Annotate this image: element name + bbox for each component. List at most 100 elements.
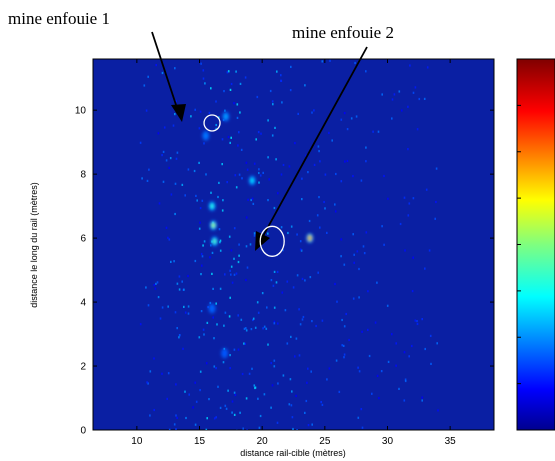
- speckle-point: [222, 199, 224, 202]
- speckle-point: [215, 367, 217, 370]
- speckle-point: [298, 308, 300, 311]
- speckle-point: [228, 235, 231, 238]
- speckle-point: [219, 241, 221, 244]
- speckle-point: [246, 429, 248, 430]
- speckle-point: [315, 324, 317, 328]
- speckle-point: [267, 343, 269, 346]
- speckle-point: [235, 186, 238, 189]
- speckle-point: [230, 273, 232, 276]
- y-tick-label: 8: [80, 170, 86, 181]
- speckle-point: [161, 71, 164, 75]
- speckle-point: [209, 256, 211, 259]
- speckle-point: [224, 404, 227, 407]
- speckle-point: [307, 171, 309, 174]
- x-tick-label: 15: [194, 436, 206, 447]
- speckle-point: [226, 181, 228, 184]
- speckle-point: [320, 401, 322, 404]
- speckle-point: [217, 385, 219, 388]
- speckle-point: [267, 119, 269, 122]
- speckle-noise-layer: [139, 59, 439, 430]
- hotspot-mark: [306, 233, 314, 244]
- speckle-point: [425, 188, 428, 191]
- annotation-mine-1: mine enfouie 1: [8, 9, 186, 122]
- speckle-point: [306, 381, 308, 384]
- speckle-point: [219, 406, 222, 409]
- speckle-point: [215, 127, 217, 130]
- speckle-point: [270, 279, 273, 282]
- speckle-point: [409, 64, 411, 67]
- speckle-point: [149, 414, 151, 417]
- speckle-point: [316, 214, 319, 217]
- speckle-point: [208, 111, 211, 114]
- speckle-point: [156, 281, 159, 284]
- speckle-point: [280, 74, 282, 77]
- speckle-point: [218, 116, 220, 119]
- speckle-point: [175, 383, 177, 386]
- speckle-point: [276, 270, 279, 273]
- speckle-point: [391, 117, 393, 120]
- speckle-point: [187, 168, 190, 171]
- speckle-point: [357, 366, 359, 369]
- speckle-point: [304, 411, 306, 414]
- speckle-point: [297, 112, 299, 115]
- speckle-point: [381, 225, 383, 228]
- speckle-point: [307, 424, 310, 427]
- speckle-point: [335, 359, 338, 362]
- speckle-point: [304, 84, 306, 87]
- speckle-point: [414, 319, 417, 322]
- speckle-point: [340, 238, 343, 241]
- speckle-point: [334, 282, 336, 286]
- speckle-point: [253, 384, 256, 387]
- speckle-point: [219, 287, 222, 290]
- speckle-point: [194, 423, 197, 426]
- speckle-point: [335, 172, 337, 176]
- speckle-point: [340, 118, 343, 121]
- speckle-point: [311, 320, 313, 323]
- speckle-point: [240, 148, 243, 151]
- speckle-point: [173, 260, 175, 263]
- speckle-point: [290, 65, 292, 68]
- speckle-point: [358, 267, 360, 271]
- hotspot-layer-ring: [308, 236, 311, 240]
- speckle-point: [331, 139, 333, 142]
- speckle-point: [200, 273, 202, 276]
- speckle-point: [223, 324, 225, 327]
- speckle-point: [274, 126, 276, 129]
- speckle-point: [271, 384, 274, 387]
- speckle-point: [299, 248, 302, 251]
- speckle-point: [181, 280, 183, 283]
- speckle-point: [421, 318, 423, 321]
- speckle-point: [395, 342, 397, 345]
- speckle-point: [213, 365, 216, 368]
- speckle-point: [267, 156, 269, 159]
- speckle-point: [221, 138, 224, 141]
- speckle-point: [231, 281, 234, 284]
- speckle-point: [348, 338, 350, 342]
- speckle-point: [161, 154, 163, 157]
- y-tick-label: 10: [75, 106, 87, 117]
- speckle-point: [275, 281, 278, 284]
- speckle-point: [222, 361, 225, 364]
- speckle-point: [319, 160, 321, 163]
- speckle-point: [353, 261, 355, 264]
- x-tick-label: 35: [445, 436, 457, 447]
- speckle-point: [203, 142, 205, 145]
- speckle-point: [423, 97, 426, 100]
- speckle-point: [238, 254, 240, 257]
- speckle-point: [241, 177, 243, 180]
- speckle-point: [167, 236, 169, 239]
- arrowhead-1-icon: [171, 104, 186, 122]
- x-tick-label: 10: [131, 436, 143, 447]
- speckle-point: [343, 263, 346, 266]
- speckle-point: [310, 370, 312, 373]
- speckle-point: [429, 334, 432, 337]
- speckle-point: [254, 386, 256, 390]
- speckle-point: [361, 330, 363, 333]
- speckle-point: [239, 411, 241, 414]
- hotspot-mark: [209, 220, 217, 231]
- speckle-point: [273, 359, 276, 362]
- speckle-point: [273, 365, 276, 368]
- speckle-point: [326, 231, 328, 234]
- speckle-point: [290, 225, 293, 228]
- speckle-point: [235, 70, 237, 73]
